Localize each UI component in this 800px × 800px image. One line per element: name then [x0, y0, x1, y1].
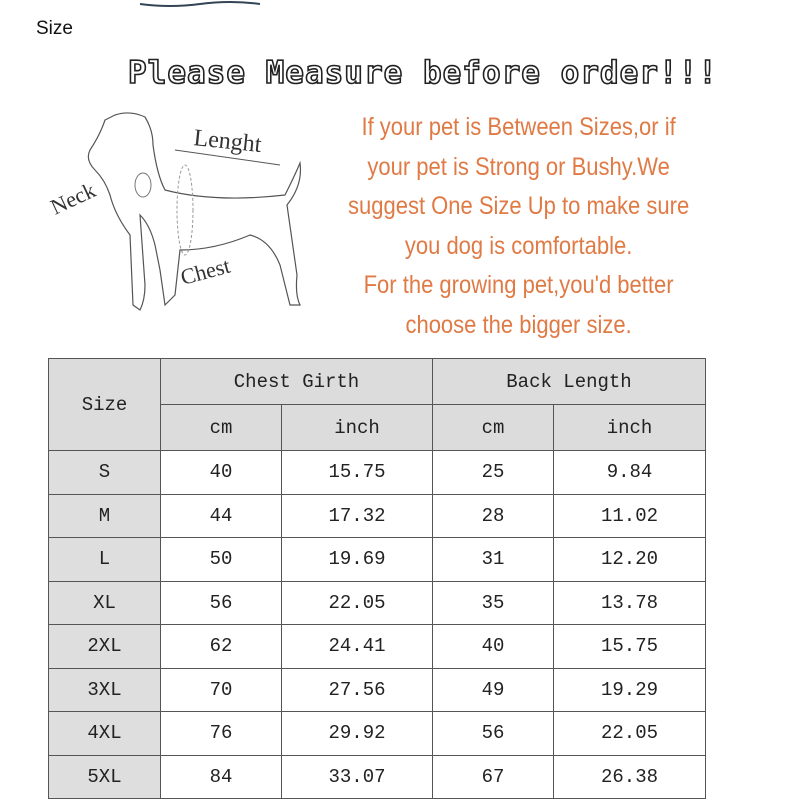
chest-label: Chest [178, 253, 233, 290]
unit-header: cm [432, 404, 554, 451]
measurement-cell: 56 [432, 711, 554, 756]
size-cell: 3XL [48, 667, 161, 712]
measurement-cell: 19.29 [553, 667, 706, 712]
size-cell: M [48, 493, 161, 538]
size-cell: 5XL [48, 754, 161, 799]
table-row: 4XL 76 29.92 56 22.05 [48, 711, 706, 756]
back-length-header: Back Length [432, 358, 706, 405]
dog-measurement-diagram: Lenght Neck Chest [47, 112, 302, 311]
length-label: Lenght [192, 125, 263, 158]
table-row: 5XL 84 33.07 67 26.38 [48, 754, 706, 799]
size-header: Size [48, 358, 161, 451]
advice-line: suggest One Size Up to make sure [348, 192, 690, 220]
measurement-cell: 84 [160, 754, 282, 799]
measurement-cell: 25 [432, 450, 554, 495]
dog-outline [87, 112, 302, 311]
table-row: 2XL 62 24.41 40 15.75 [48, 624, 706, 669]
cropped-image-edge [140, 1, 260, 7]
table-row: M 44 17.32 28 11.02 [48, 493, 706, 538]
measurement-cell: 12.20 [553, 537, 706, 582]
table-row: S 40 15.75 25 9.84 [48, 450, 706, 495]
measurement-cell: 19.69 [281, 537, 433, 582]
measurement-cell: 22.05 [281, 580, 433, 625]
measurement-cell: 29.92 [281, 711, 433, 756]
table-row: L 50 19.69 31 12.20 [48, 537, 706, 582]
measurement-cell: 67 [432, 754, 554, 799]
measurement-cell: 56 [160, 580, 282, 625]
measurement-cell: 9.84 [553, 450, 706, 495]
measurement-cell: 35 [432, 580, 554, 625]
advice-line: For the growing pet,you'd better [363, 271, 674, 299]
measurement-cell: 31 [432, 537, 554, 582]
measurement-cell: 44 [160, 493, 282, 538]
advice-line: choose the bigger size. [405, 310, 632, 339]
measurement-cell: 11.02 [553, 493, 706, 538]
measurement-cell: 49 [432, 667, 554, 712]
measurement-cell: 28 [432, 493, 554, 538]
measurement-cell: 27.56 [281, 667, 433, 712]
chest-loop [176, 164, 194, 256]
advice-line: you dog is comfortable. [404, 231, 633, 260]
unit-header: cm [160, 404, 282, 451]
measurement-cell: 62 [160, 624, 282, 669]
measurement-cell: 33.07 [281, 754, 433, 799]
measurement-cell: 17.32 [281, 493, 433, 538]
neck-label: Neck [47, 177, 100, 219]
chest-girth-header: Chest Girth [160, 358, 433, 405]
size-cell: L [48, 537, 161, 582]
size-section-label: Size [36, 18, 73, 39]
unit-header: inch [281, 404, 433, 451]
measurement-cell: 15.75 [553, 624, 706, 669]
measurement-cell: 22.05 [553, 711, 706, 756]
table-row: XL 56 22.05 35 13.78 [48, 580, 706, 625]
advice-line: your pet is Strong or Bushy.We [367, 152, 670, 181]
measurement-cell: 13.78 [553, 580, 706, 625]
measurement-cell: 40 [160, 450, 282, 495]
size-chart-table: Size Chest Girth Back Length cm inch cm … [48, 358, 706, 799]
measurement-cell: 15.75 [281, 450, 433, 495]
advice-line: If your pet is Between Sizes,or if [361, 113, 676, 141]
measurement-cell: 26.38 [553, 754, 706, 799]
size-cell: 2XL [48, 624, 161, 669]
unit-header: inch [553, 404, 706, 451]
size-cell: S [48, 450, 161, 495]
measurement-cell: 50 [160, 537, 282, 582]
length-line [174, 149, 281, 166]
measurement-cell: 40 [432, 624, 554, 669]
size-cell: XL [48, 580, 161, 625]
measurement-cell: 70 [160, 667, 282, 712]
neck-loop [134, 172, 152, 198]
table-row: 3XL 70 27.56 49 19.29 [48, 667, 706, 712]
sizing-advice: If your pet is Between Sizes,or if your … [325, 108, 712, 345]
measure-headline: Please Measure before order!!! [127, 54, 718, 92]
measurement-cell: 76 [160, 711, 282, 756]
measurement-cell: 24.41 [281, 624, 433, 669]
size-cell: 4XL [48, 711, 161, 756]
